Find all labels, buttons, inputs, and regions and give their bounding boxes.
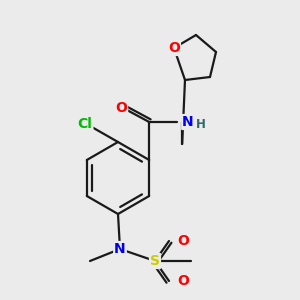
Text: H: H — [196, 118, 206, 130]
Text: O: O — [177, 234, 189, 248]
Text: O: O — [115, 101, 127, 115]
Text: N: N — [182, 115, 194, 129]
Text: O: O — [177, 274, 189, 288]
Text: O: O — [168, 41, 180, 55]
Text: Cl: Cl — [78, 117, 92, 131]
Text: N: N — [114, 242, 126, 256]
Text: S: S — [150, 254, 160, 268]
